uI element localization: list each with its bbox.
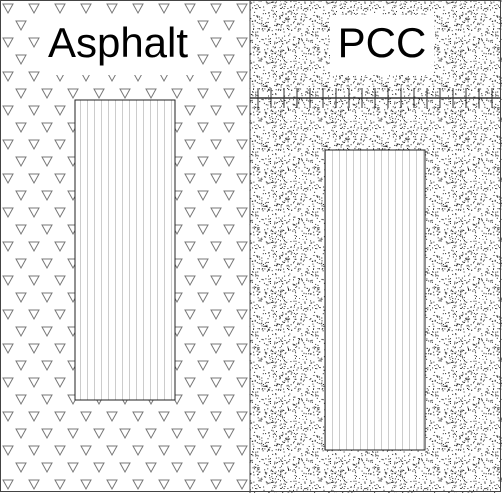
joint-line bbox=[250, 88, 501, 108]
label-box bbox=[330, 15, 434, 75]
label-box bbox=[40, 15, 196, 75]
panel-label: Asphalt bbox=[48, 19, 188, 66]
sample-rect-stripes bbox=[74, 99, 176, 401]
sample-rect-stripes bbox=[324, 149, 426, 451]
panel-label: PCC bbox=[338, 19, 427, 66]
